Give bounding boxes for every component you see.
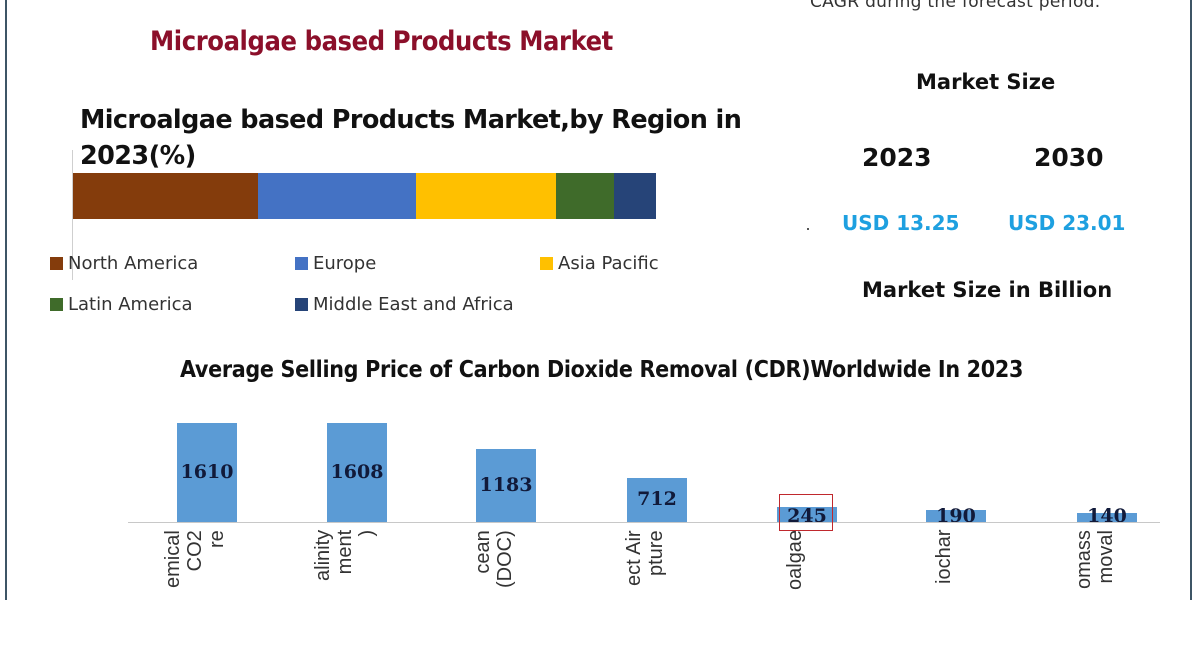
legend-item-latin-america: Latin America <box>50 294 193 315</box>
microalgae-highlight-box <box>779 494 833 531</box>
legend-swatch <box>295 257 308 270</box>
cdr-bar-value: 1610 <box>180 460 234 483</box>
legend-swatch <box>295 298 308 311</box>
cdr-chart-baseline <box>128 522 1160 523</box>
segment-asia-pacific <box>416 173 557 219</box>
legend-swatch <box>50 298 63 311</box>
region-stacked-bar <box>73 173 656 219</box>
page-title: Microalgae based Products Market <box>150 26 613 57</box>
legend-item-asia-pacific: Asia Pacific <box>540 253 659 274</box>
region-chart-axis <box>72 150 73 280</box>
cagr-note: CAGR during the forecast period. <box>810 0 1101 12</box>
legend-label: Middle East and Africa <box>313 294 514 315</box>
cdr-bar-value: 712 <box>637 488 677 510</box>
segment-europe <box>258 173 417 219</box>
cdr-bar <box>476 449 536 522</box>
legend-label: Asia Pacific <box>558 253 659 274</box>
cdr-bar-value: 245 <box>787 505 827 527</box>
legend-swatch <box>50 257 63 270</box>
legend-item-europe: Europe <box>295 253 376 274</box>
right-frame-border <box>1190 0 1192 600</box>
market-size-title: Market Size <box>916 70 1056 94</box>
cdr-bar <box>177 423 237 522</box>
segment-north-america <box>73 173 259 219</box>
segment-latin-america <box>556 173 614 219</box>
legend-swatch <box>540 257 553 270</box>
cdr-bar <box>627 478 687 522</box>
segment-middle-east-africa <box>613 173 656 219</box>
legend-item-middle-east-africa: Middle East and Africa <box>295 294 514 315</box>
market-size-unit: Market Size in Billion <box>862 278 1113 302</box>
cdr-bar <box>1077 513 1137 522</box>
cdr-bar <box>327 423 387 522</box>
region-chart-title: Microalgae based Products Market,by Regi… <box>80 105 742 171</box>
cdr-bar-value: 1608 <box>330 460 384 483</box>
cdr-bar <box>926 510 986 522</box>
year-2030: 2030 <box>1034 143 1104 172</box>
cdr-bar <box>777 507 837 522</box>
market-value-2023: USD 13.25 <box>842 211 960 235</box>
legend-label: Latin America <box>68 294 193 315</box>
market-value-2030: USD 23.01 <box>1008 211 1126 235</box>
stray-dot <box>807 228 809 230</box>
year-2023: 2023 <box>862 143 932 172</box>
cdr-bar-value: 1183 <box>479 473 533 496</box>
legend-label: Europe <box>313 253 377 274</box>
cdr-bar-value: 140 <box>1087 505 1127 527</box>
cdr-chart-title: Average Selling Price of Carbon Dioxide … <box>180 357 1024 383</box>
cdr-bar-value: 190 <box>936 505 976 527</box>
legend-label: North America <box>68 253 199 274</box>
legend-item-north-america: North America <box>50 253 198 274</box>
left-frame-border <box>5 0 7 600</box>
